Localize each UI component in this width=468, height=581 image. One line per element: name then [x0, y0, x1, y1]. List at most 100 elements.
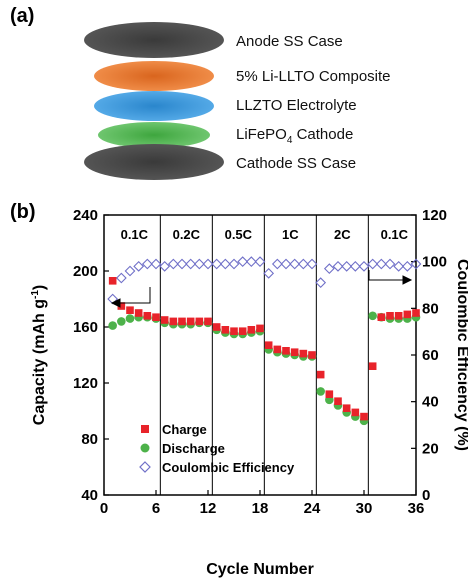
charge-point-10: [195, 317, 204, 326]
ce-point-13: [219, 258, 231, 270]
ce-point-17: [254, 256, 266, 268]
charge-point-32: [386, 312, 394, 320]
y-axis-left: 40 80 120 160 200 240: [73, 207, 109, 504]
rate-label-1: 0.2C: [173, 227, 201, 242]
legend-label-discharge: Discharge: [162, 441, 225, 456]
rate-label-0: 0.1C: [121, 227, 149, 242]
charge-point-21: [290, 348, 299, 356]
charge-point-30: [368, 362, 377, 370]
charge-point-22: [299, 349, 308, 358]
layer-label-anode-case: Anode SS Case: [236, 33, 343, 50]
y-axis-title: Capacity (mAh g-1): [30, 285, 48, 425]
ce-point-25: [323, 263, 335, 275]
panel-b-label: (b): [10, 201, 36, 223]
discharge-point-24: [316, 387, 325, 396]
x-tick-label-4: 24: [304, 500, 321, 517]
charge-point-33: [394, 312, 403, 320]
charge-point-15: [238, 327, 247, 335]
discharge-point-2: [125, 314, 135, 323]
charge-point-35: [412, 309, 420, 317]
charge-point-13: [221, 326, 230, 334]
discharge-point-1: [117, 317, 126, 326]
charge-point-18: [264, 341, 273, 349]
ce-point-5: [150, 258, 162, 270]
layer-label-cathode: LiFePO4 Cathode: [236, 126, 353, 146]
ce-point-24: [315, 277, 327, 289]
ce-point-1: [115, 272, 127, 284]
charge-point-28: [351, 408, 360, 417]
y2-tick-label-4: 80: [422, 300, 439, 317]
ce-point-34: [401, 260, 413, 272]
layer-label-composite: 5% Li-LLTO Composite: [236, 68, 391, 85]
charge-point-26: [334, 397, 342, 405]
y2-tick-label-1: 20: [422, 440, 439, 457]
ce-point-10: [193, 258, 205, 270]
rate-label-5: 0.1C: [381, 227, 409, 242]
ce-point-9: [185, 258, 197, 270]
x-tick-label-6: 36: [408, 500, 425, 517]
y-tick-label-1: 80: [81, 431, 98, 448]
charge-point-34: [403, 310, 412, 319]
ce-point-6: [159, 260, 171, 272]
ce-point-4: [141, 258, 153, 270]
y2-tick-label-3: 60: [422, 347, 439, 364]
charge-point-27: [342, 404, 351, 412]
x-tick-label-1: 6: [152, 500, 160, 517]
charge-point-17: [256, 324, 264, 333]
data-marks: [107, 256, 422, 426]
ce-point-2: [124, 265, 136, 277]
y-tick-label-5: 240: [73, 207, 98, 224]
layer-disk-cathode-case: [84, 144, 224, 180]
ce-point-16: [245, 256, 257, 268]
charge-point-25: [325, 390, 334, 398]
ce-point-7: [167, 258, 179, 270]
rate-label-2: 0.5C: [225, 227, 253, 242]
layer-disk-cathode: [98, 122, 210, 148]
y-tick-label-2: 120: [73, 375, 98, 392]
charge-point-5: [152, 313, 160, 321]
ce-point-8: [176, 258, 188, 270]
ce-point-15: [237, 256, 249, 268]
charge-point-24: [316, 370, 325, 379]
x-tick-label-0: 0: [100, 500, 108, 517]
y-tick-label-3: 160: [73, 319, 98, 336]
x-tick-label-3: 18: [252, 500, 269, 517]
charge-point-29: [360, 412, 368, 421]
charge-point-11: [204, 317, 212, 326]
ce-point-21: [289, 258, 301, 270]
y-tick-label-0: 40: [81, 487, 98, 504]
charge-point-23: [308, 351, 316, 359]
legend-marker-charge: [141, 425, 149, 433]
ce-point-27: [341, 260, 353, 272]
rate-label-3: 1C: [282, 227, 299, 242]
discharge-point-30: [368, 311, 377, 321]
y2-tick-label-6: 120: [422, 207, 447, 224]
ce-point-26: [332, 260, 344, 272]
legend-label-ce: Coulombic Efficiency: [162, 460, 295, 475]
charge-point-2: [126, 306, 134, 314]
ce-point-19: [271, 258, 283, 270]
ce-point-33: [393, 260, 405, 272]
layer-disk-anode-case: [84, 22, 224, 58]
panel-a-label: (a): [10, 5, 34, 27]
y-axis-right: 0 20 40 60 80 100 120: [411, 207, 447, 504]
charge-point-0: [108, 277, 117, 285]
ce-point-3: [133, 260, 145, 272]
charge-point-9: [186, 317, 195, 326]
layer-disk-electrolyte: [94, 91, 214, 121]
charge-point-4: [143, 312, 152, 320]
x-axis-title: Cycle Number: [206, 561, 314, 578]
charge-point-3: [134, 309, 143, 317]
x-axis: 0 6 12 18 24 30 36: [100, 490, 425, 517]
legend-label-charge: Charge: [162, 422, 207, 437]
ce-point-11: [202, 258, 214, 270]
charge-point-1: [117, 302, 126, 310]
charge-point-31: [377, 313, 386, 321]
ce-point-29: [358, 260, 370, 272]
x-tick-label-5: 30: [356, 500, 373, 517]
layer-label-cathode-case: Cathode SS Case: [236, 155, 356, 172]
rate-label-4: 2C: [334, 227, 351, 242]
ce-point-23: [306, 258, 318, 270]
legend: Charge Discharge Coulombic Efficiency: [139, 422, 295, 475]
